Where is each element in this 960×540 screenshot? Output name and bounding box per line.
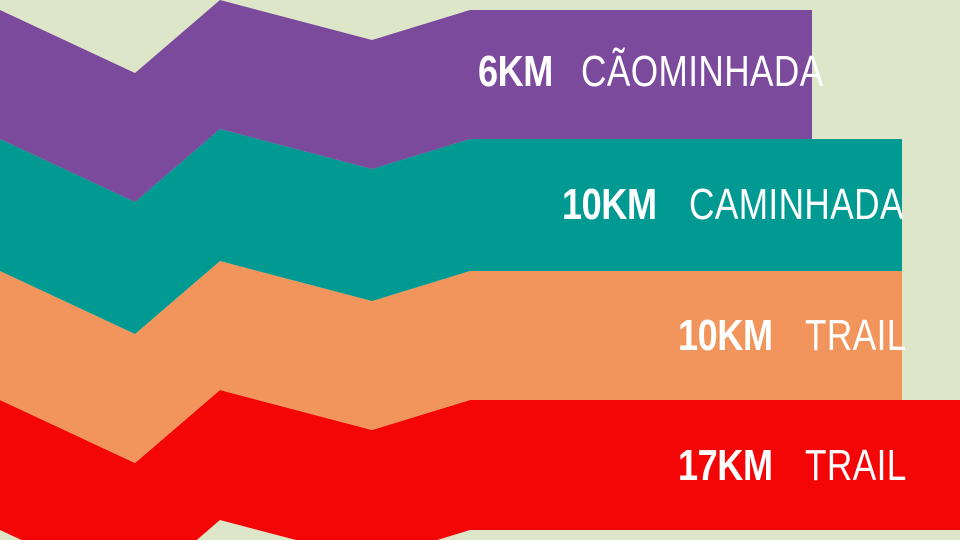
band-shape-trail-10km (0, 261, 902, 463)
band-shape-trail-17km (0, 390, 960, 540)
band-shape-caominhada-6km (0, 0, 812, 202)
band-shape-caminhada-10km (0, 129, 902, 334)
